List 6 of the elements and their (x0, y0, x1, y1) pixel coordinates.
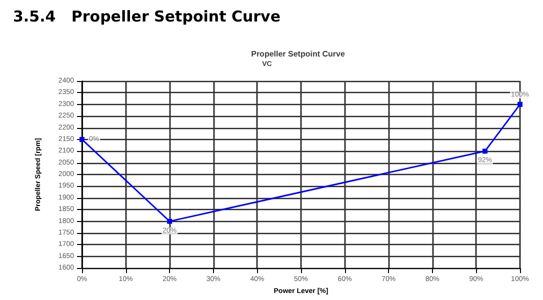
point (518, 102, 522, 107)
text: 3.5.4 Propeller Setpoint Curve (13, 8, 280, 26)
chart-title: Propeller Setpoint Curve (251, 50, 346, 58)
point (482, 148, 488, 154)
point (80, 136, 84, 142)
point (167, 218, 172, 224)
